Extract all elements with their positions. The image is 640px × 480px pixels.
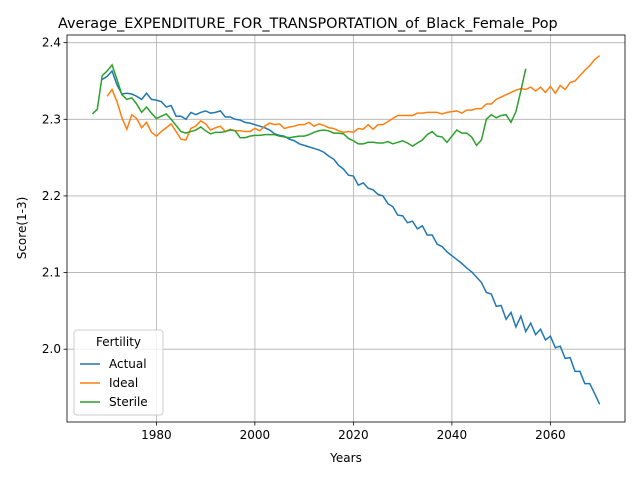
legend: Fertility Actual Ideal Sterile — [73, 329, 164, 416]
line — [101, 69, 601, 405]
line — [91, 63, 527, 148]
x-axis-label: Years — [329, 451, 362, 465]
y-tick-label: 2.3 — [42, 112, 61, 126]
x-tick-label: 2000 — [240, 428, 271, 442]
plot-frame — [66, 34, 626, 423]
legend-title: Fertility — [96, 335, 141, 349]
y-tick-label: 2.1 — [42, 266, 61, 280]
legend-label: Actual — [109, 357, 147, 371]
y-axis-label: Score(1-3) — [15, 197, 29, 260]
chart-title: Average_EXPENDITURE_FOR_TRANSPORTATION_o… — [58, 16, 558, 32]
x-tick-label: 2040 — [437, 428, 468, 442]
legend-label: Ideal — [109, 376, 138, 390]
y-tick-label: 2.4 — [42, 36, 61, 50]
x-tick-label: 2060 — [535, 428, 566, 442]
x-tick-label: 1980 — [141, 428, 172, 442]
legend-label: Sterile — [109, 395, 148, 409]
y-tick-label: 2.2 — [42, 189, 61, 203]
legend-box — [73, 329, 164, 416]
y-tick-label: 2.0 — [42, 342, 61, 356]
x-tick-label: 2020 — [338, 428, 369, 442]
